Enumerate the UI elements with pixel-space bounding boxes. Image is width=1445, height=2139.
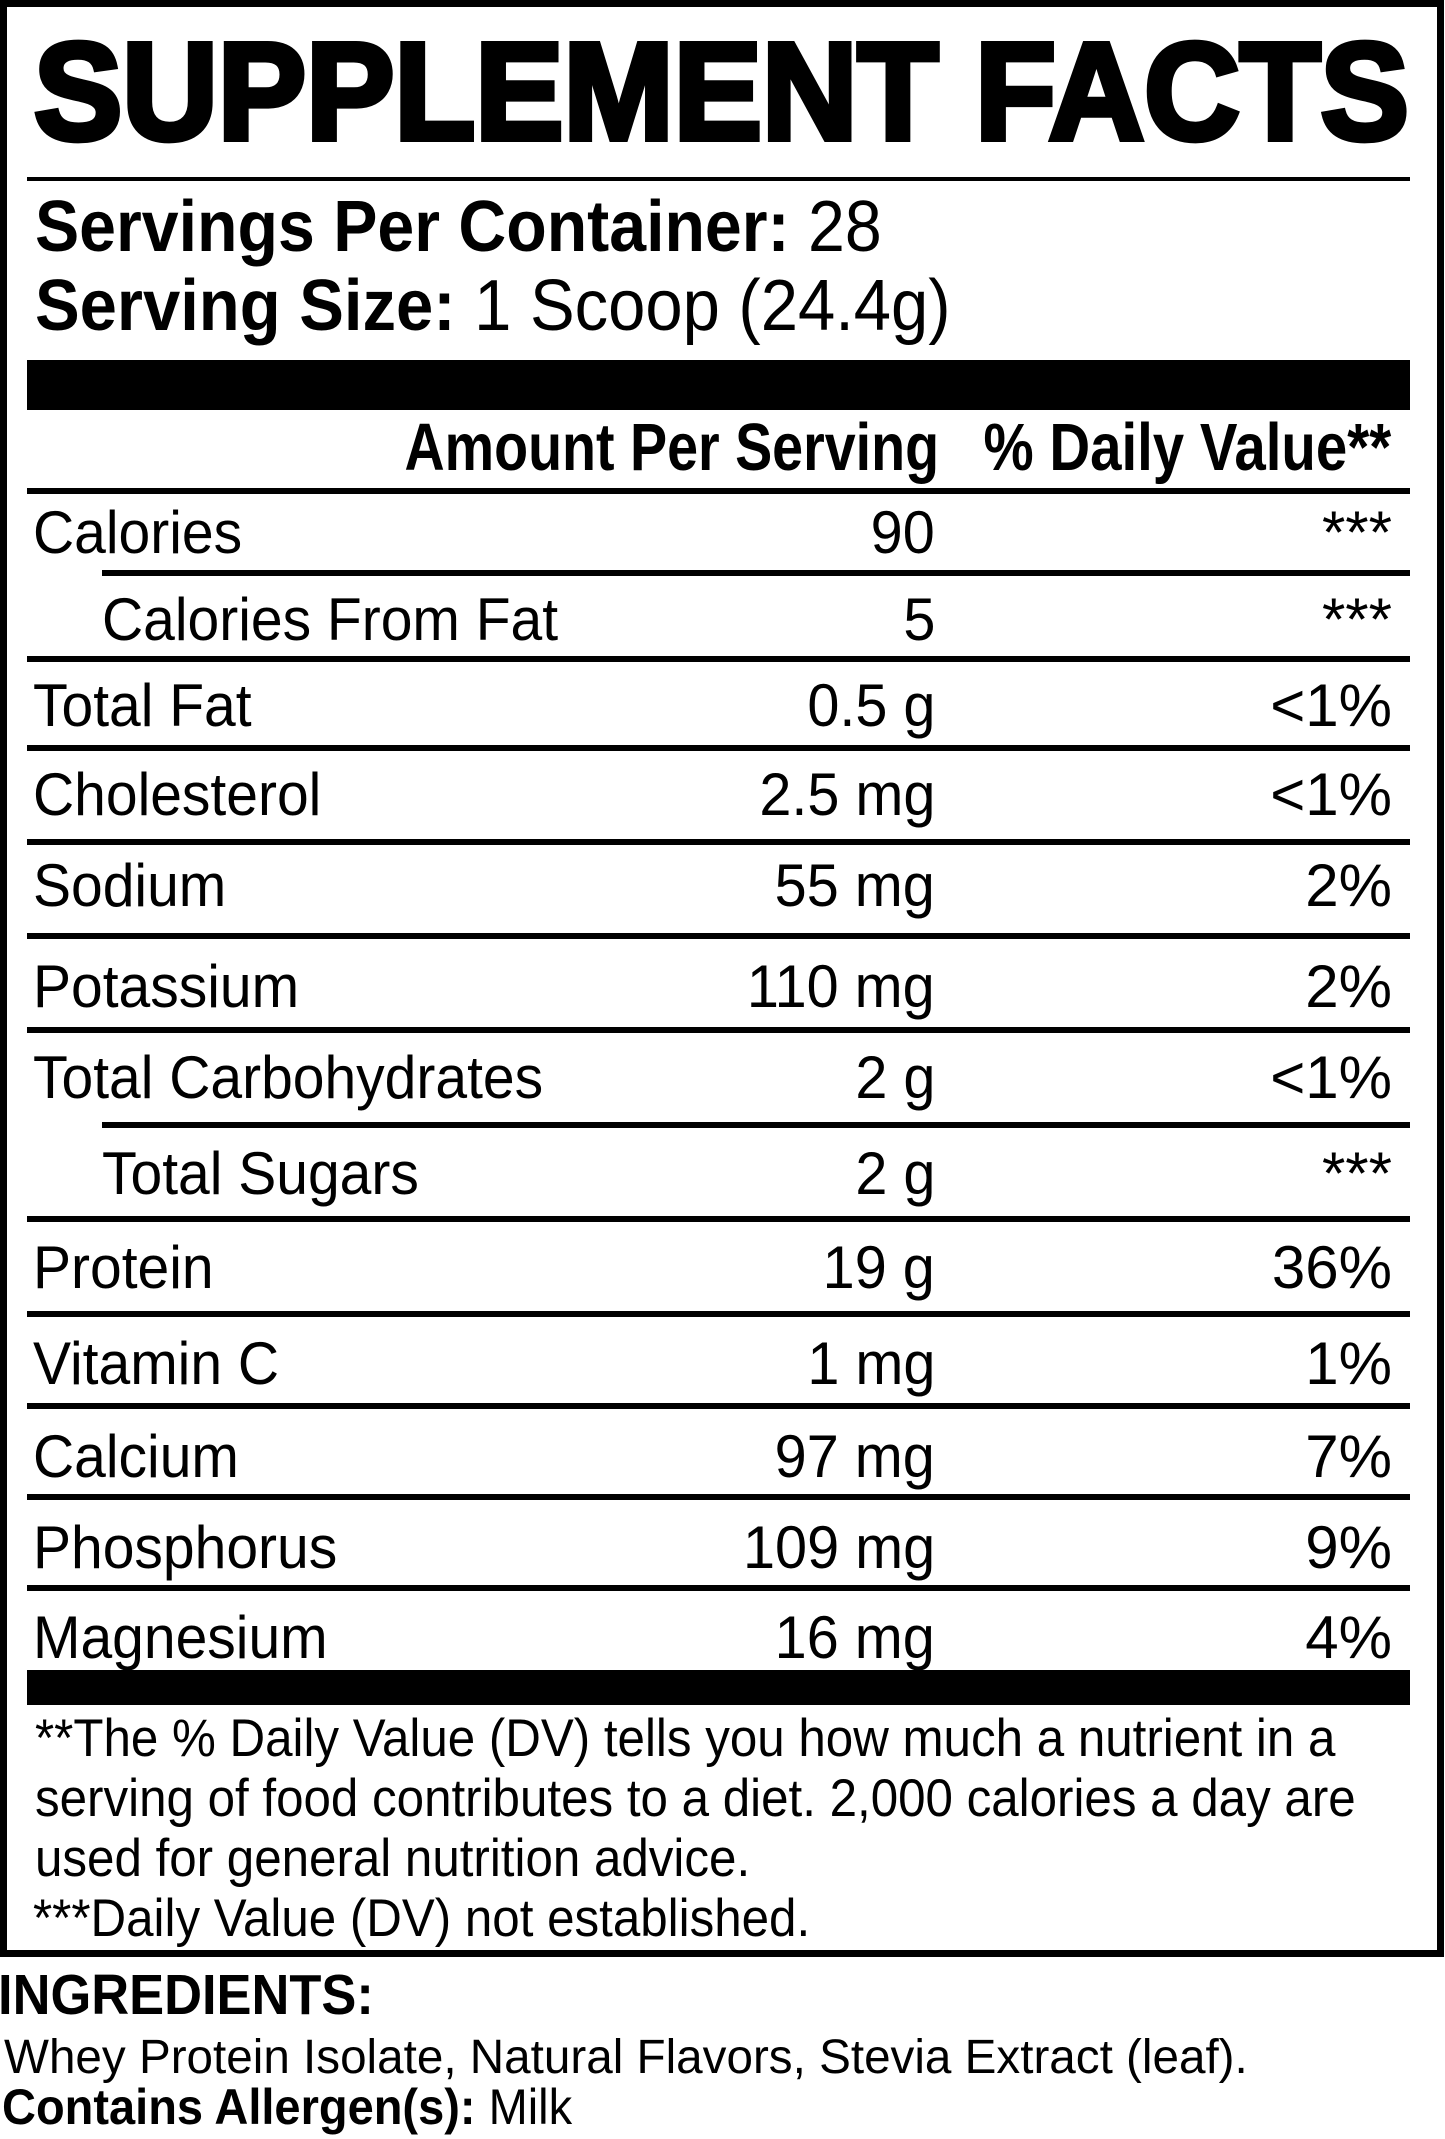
svg-text:SUPPLEMENT FACTS: SUPPLEMENT FACTS — [34, 14, 1409, 168]
